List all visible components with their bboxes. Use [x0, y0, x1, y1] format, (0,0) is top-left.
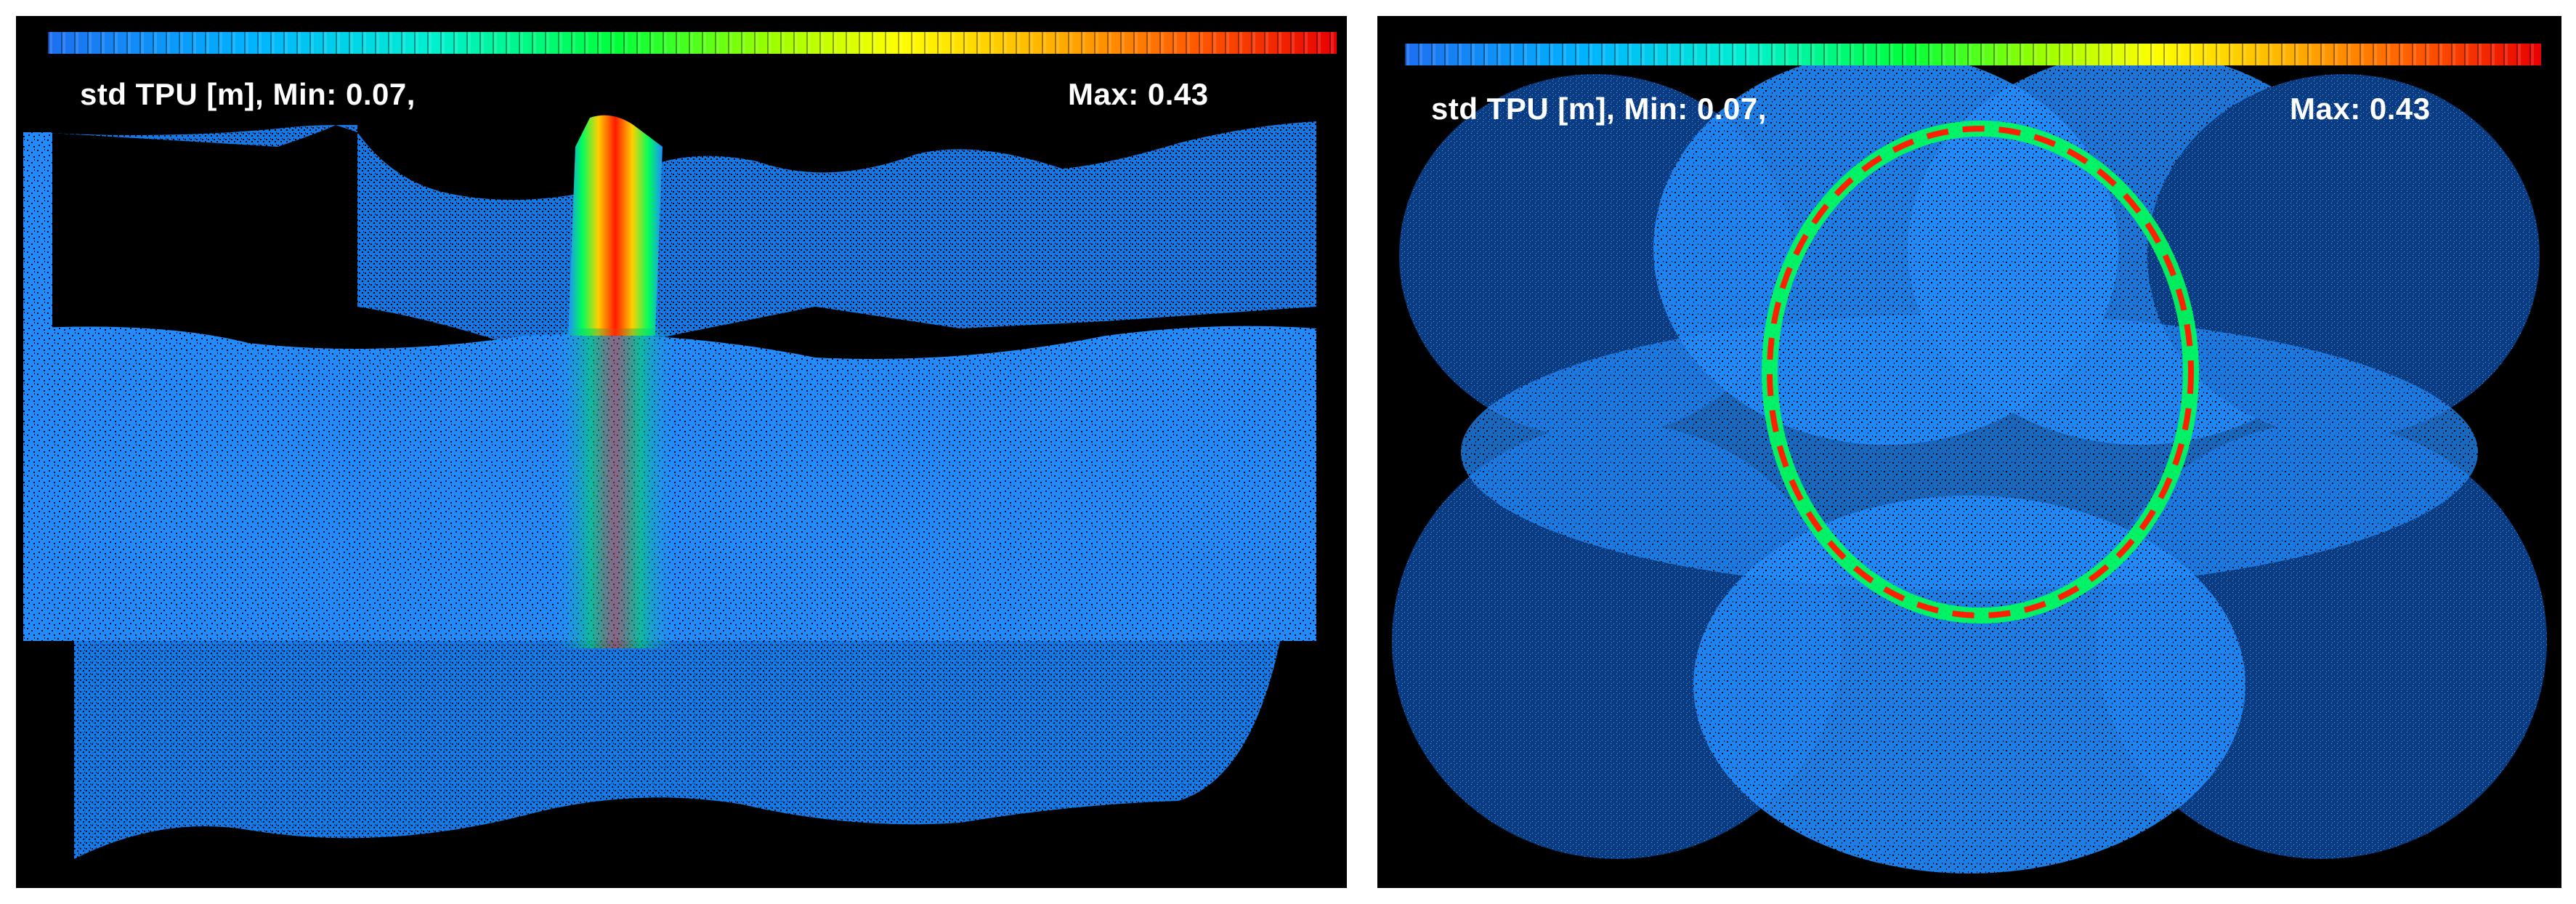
- right-colorbar: [1405, 44, 2541, 65]
- left-max-label: Max: 0.43: [1068, 77, 1209, 111]
- right-point-cloud-render: [1392, 52, 2547, 873]
- left-point-cloud-render: [23, 115, 1316, 860]
- right-max-label: Max: 0.43: [2290, 92, 2431, 126]
- right-std-tpu-min-label: std TPU [m], Min: 0.07,: [1431, 92, 1767, 126]
- left-colorbar: [48, 32, 1337, 54]
- left-point-cloud-panel: std TPU [m], Min: 0.07, Max: 0.43: [16, 16, 1347, 888]
- left-std-tpu-min-label: std TPU [m], Min: 0.07,: [80, 77, 416, 111]
- right-point-cloud-panel: std TPU [m], Min: 0.07, Max: 0.43: [1377, 16, 2561, 888]
